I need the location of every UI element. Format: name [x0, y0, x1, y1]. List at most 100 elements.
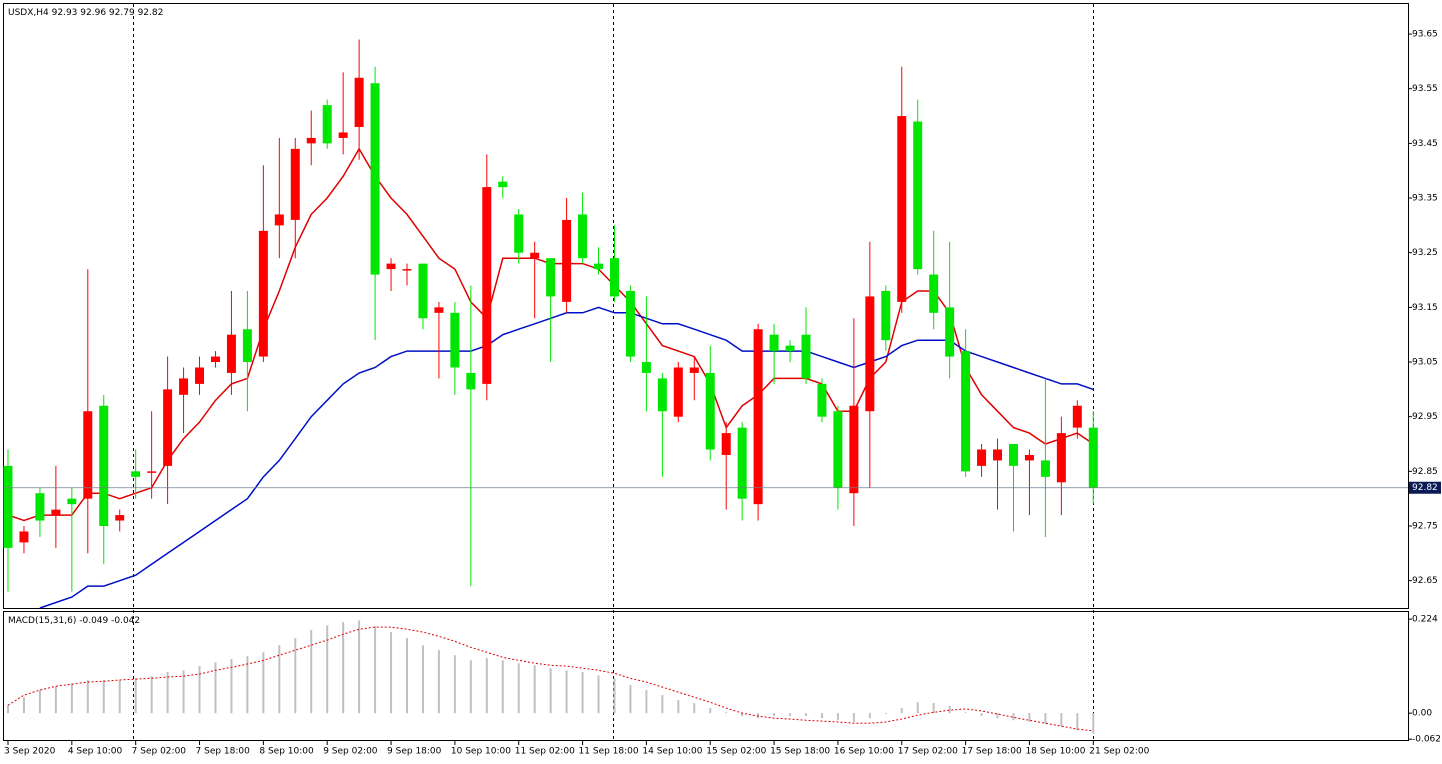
macd-bar	[884, 713, 887, 714]
candle-body	[131, 471, 141, 477]
signal-value: -0.042	[111, 616, 140, 626]
candle-body	[466, 372, 476, 390]
x-tick-label: 11 Sep 18:00	[579, 747, 639, 757]
candle-body	[737, 427, 747, 499]
macd-bar	[453, 655, 456, 714]
macd-bar	[501, 660, 504, 714]
macd-bar	[613, 678, 616, 714]
candle-body	[99, 405, 109, 527]
x-tick-label: 7 Sep 02:00	[132, 747, 187, 757]
x-tick-label: 7 Sep 18:00	[196, 747, 251, 757]
candle-body	[546, 258, 556, 297]
macd-bar	[1012, 713, 1015, 721]
macd-header: MACD(15,31,6) -0.049 -0.042	[8, 616, 140, 626]
candle-body	[274, 214, 284, 226]
x-tick-label: 17 Sep 02:00	[898, 747, 958, 757]
ohlc-close: 92.82	[138, 8, 164, 18]
candle-body	[594, 263, 604, 270]
candle-body	[19, 531, 29, 543]
candle-body	[115, 515, 125, 521]
macd-bar	[677, 700, 680, 714]
candle-body	[3, 465, 13, 548]
candle-body	[945, 307, 955, 357]
macd-bar	[262, 652, 265, 714]
candle-body	[179, 378, 189, 395]
macd-bar	[964, 712, 967, 714]
candle-body	[35, 493, 45, 521]
candle-body	[514, 214, 524, 253]
candle-body	[721, 433, 731, 455]
candle-body	[147, 471, 157, 473]
y-tick-label: 93.55	[1412, 84, 1438, 94]
candle-body	[290, 148, 300, 220]
x-tick-label: 3 Sep 2020	[4, 747, 56, 757]
candle-body	[1088, 427, 1098, 488]
macd-bar	[741, 713, 744, 717]
macd-bar	[868, 713, 871, 719]
candle-body	[993, 449, 1003, 461]
candle-body	[609, 258, 619, 297]
macd-bar	[246, 656, 249, 714]
ohlc-high: 92.96	[80, 8, 106, 18]
macd-bar	[1076, 713, 1079, 730]
candle-body	[338, 132, 348, 138]
macd-bar	[86, 679, 89, 714]
candle-body	[1040, 460, 1050, 477]
macd-bar	[182, 670, 185, 714]
candle-body	[418, 263, 428, 319]
candle-body	[961, 351, 971, 472]
macd-bar	[661, 695, 664, 714]
y-tick-label: 92.75	[1412, 522, 1438, 532]
macd-bar	[549, 668, 552, 714]
macd-bar	[996, 713, 999, 719]
macd-bar	[150, 676, 153, 714]
candle-body	[849, 405, 859, 494]
candle-body	[450, 312, 460, 368]
macd-bar	[7, 705, 9, 714]
macd-bar	[645, 690, 648, 714]
candle-body	[801, 334, 811, 379]
macd-bar	[725, 712, 728, 714]
candle-body	[306, 137, 316, 144]
macd-bar	[820, 713, 823, 719]
macd-bar	[1028, 713, 1031, 722]
chart-header: USDX,H4 92.93 92.96 92.79 92.82	[8, 8, 163, 18]
candle-body	[625, 290, 635, 357]
macd-bar	[916, 702, 919, 714]
macd-bar	[469, 660, 472, 714]
candle-body	[689, 367, 699, 373]
y-tick-label: 93.45	[1412, 139, 1438, 149]
y-tick-label: 93.65	[1412, 30, 1438, 40]
x-tick-label: 9 Sep 18:00	[387, 747, 442, 757]
y-tick-label: 92.95	[1412, 412, 1438, 422]
indicator-name: MACD(15,31,6)	[8, 616, 76, 626]
candle-body	[195, 367, 205, 384]
macd-bar	[629, 685, 632, 714]
current-price-label: 92.82	[1412, 483, 1438, 493]
current-price-box	[1409, 481, 1441, 494]
candle-body	[881, 290, 891, 341]
macd-bar	[517, 663, 520, 714]
macd-bar	[406, 638, 408, 714]
ohlc-low: 92.79	[109, 8, 135, 18]
x-tick-label: 21 Sep 02:00	[1089, 747, 1149, 757]
macd-bar	[709, 708, 712, 714]
x-tick-label: 11 Sep 02:00	[515, 747, 575, 757]
y-tick-label: -0.062	[1412, 735, 1441, 745]
candle-body	[402, 269, 412, 271]
macd-bar	[565, 670, 568, 714]
macd-bar	[134, 678, 137, 714]
y-tick-label: 92.65	[1412, 576, 1438, 586]
macd-bar	[421, 645, 424, 714]
macd-bar	[118, 679, 121, 714]
candle-body	[51, 509, 61, 516]
macd-bar	[198, 666, 201, 714]
macd-bar	[214, 662, 217, 714]
macd-bar	[70, 683, 73, 714]
macd-bar	[773, 713, 776, 717]
y-tick-label: 92.85	[1412, 467, 1438, 477]
candle-body	[929, 274, 939, 313]
candle-body	[1056, 433, 1066, 483]
